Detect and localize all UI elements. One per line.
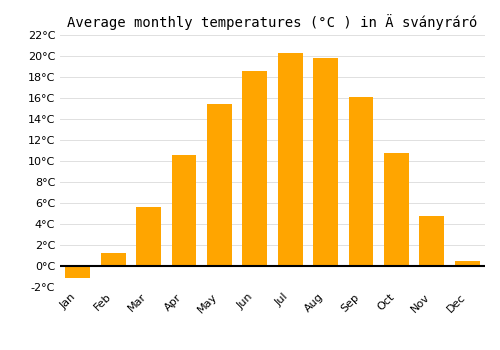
Bar <box>348 97 374 266</box>
Bar <box>242 71 267 266</box>
Bar <box>136 207 161 266</box>
Bar <box>172 155 196 266</box>
Bar <box>313 58 338 266</box>
Bar <box>384 153 409 266</box>
Title: Average monthly temperatures (°C ) in Ä sványráró: Average monthly temperatures (°C ) in Ä … <box>68 14 478 30</box>
Bar <box>420 216 444 266</box>
Bar <box>278 53 302 266</box>
Bar <box>207 104 232 266</box>
Bar <box>66 266 90 278</box>
Bar <box>100 253 126 266</box>
Bar <box>455 261 479 266</box>
